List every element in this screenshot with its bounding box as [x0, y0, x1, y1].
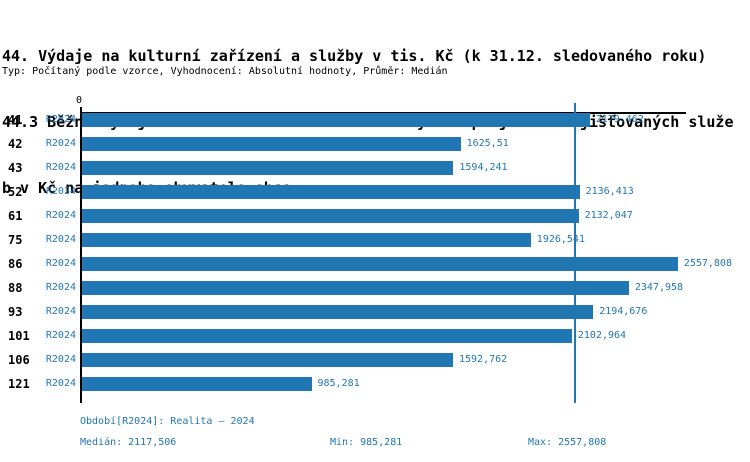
category-label: 75	[8, 233, 23, 247]
max-stat-label: Max: 2557,808	[528, 437, 607, 448]
series-label: R2024	[45, 330, 76, 341]
category-label: 88	[8, 281, 23, 295]
series-label: R2024	[45, 210, 76, 221]
category-label: 52	[8, 185, 23, 199]
value-label: 985,281	[317, 378, 360, 389]
min-stat-label: Min: 985,281	[330, 437, 403, 448]
value-label: 1926,541	[536, 234, 585, 245]
category-label: 106	[8, 353, 30, 367]
category-label: 93	[8, 305, 23, 319]
bar	[82, 281, 629, 295]
y-axis-line	[80, 107, 82, 403]
value-label: 2102,964	[577, 330, 627, 341]
bar	[82, 353, 453, 367]
series-label: R2024	[45, 282, 76, 293]
value-label: 2194,676	[599, 306, 648, 317]
median-line	[574, 103, 577, 403]
series-label: R2024	[45, 186, 76, 197]
series-label: R2024	[45, 234, 76, 245]
value-label: 2347,958	[634, 282, 684, 293]
category-label: 86	[8, 257, 23, 271]
x-axis-zero-label: 0	[75, 95, 83, 106]
value-label: 1625,51	[466, 138, 509, 149]
period-label: Období[R2024]: Realita – 2024	[80, 416, 255, 427]
category-label: 61	[8, 209, 23, 223]
chart-title-line-1: 44. Výdaje na kulturní zařízení a služby…	[2, 47, 707, 65]
category-label: 43	[8, 161, 23, 175]
series-label: R2024	[45, 258, 76, 269]
series-label: R2024	[45, 162, 76, 173]
bar	[82, 377, 312, 391]
bar	[82, 137, 461, 151]
bar	[82, 233, 531, 247]
x-axis-line	[80, 112, 686, 114]
value-label: 2179,462	[595, 114, 644, 125]
value-label: 2136,413	[585, 186, 634, 197]
series-label: R2024	[45, 138, 76, 149]
bar	[82, 185, 580, 199]
value-label: 1592,762	[459, 354, 508, 365]
category-label: 41	[8, 113, 23, 127]
bar	[82, 113, 590, 127]
chart-subtitle: Typ: Počítaný podle vzorce, Vyhodnocení:…	[2, 66, 448, 77]
series-label: R2024	[45, 378, 76, 389]
value-label: 2557,808	[683, 258, 732, 269]
category-label: 101	[8, 329, 30, 343]
series-label: R2024	[45, 114, 76, 125]
value-label: 2132,047	[584, 210, 633, 221]
bar	[82, 305, 594, 319]
category-label: 121	[8, 377, 30, 391]
bar	[82, 209, 579, 223]
category-label: 42	[8, 137, 23, 151]
median-stat-label: Medián: 2117,506	[80, 437, 177, 448]
value-label: 1594,241	[459, 162, 508, 173]
series-label: R2024	[45, 306, 76, 317]
bar	[82, 161, 454, 175]
bar	[82, 329, 572, 343]
bar	[82, 257, 678, 271]
series-label: R2024	[45, 354, 76, 365]
